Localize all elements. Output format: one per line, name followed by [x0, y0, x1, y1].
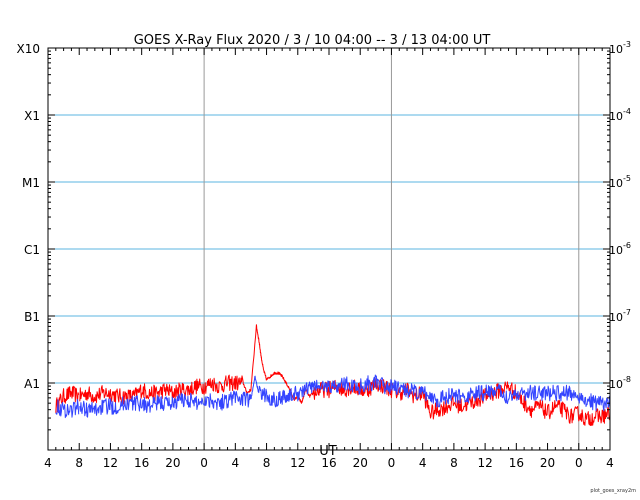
series-layer	[55, 324, 610, 426]
right-axis-label-1e-8: 10-8	[609, 375, 631, 391]
x-tick-label: 20	[540, 456, 555, 470]
right-axis-label-base: 10	[609, 311, 623, 324]
x-tick-label: 0	[200, 456, 208, 470]
right-axis-label-base: 10	[609, 244, 623, 257]
right-axis-label-exponent: -5	[623, 174, 631, 183]
right-axis-label-exponent: -6	[623, 241, 631, 250]
class-label-x1: X1	[24, 109, 40, 123]
right-axis-label-1e-7: 10-7	[609, 308, 631, 324]
right-axis-label-base: 10	[609, 177, 623, 190]
x-axis-label: UT	[319, 444, 337, 459]
class-label-b1: B1	[24, 310, 40, 324]
class-label-x10: X10	[17, 42, 41, 56]
x-tick-label: 8	[263, 456, 271, 470]
x-tick-label: 8	[75, 456, 83, 470]
x-tick-label: 16	[134, 456, 149, 470]
right-axis-label-1e-5: 10-5	[609, 174, 631, 190]
right-axis-label-exponent: -4	[623, 107, 631, 116]
right-axis-label-base: 10	[609, 378, 623, 391]
plot-footer-id: plot_goes_xray2m	[590, 488, 636, 494]
x-tick-label: 4	[419, 456, 427, 470]
x-tick-label: 8	[450, 456, 458, 470]
x-tick-label: 4	[44, 456, 52, 470]
right-axis-label-1e-6: 10-6	[609, 241, 631, 257]
x-tick-label: 4	[606, 456, 614, 470]
x-tick-label: 20	[165, 456, 180, 470]
right-axis-label-base: 10	[609, 43, 623, 56]
class-label-c1: C1	[24, 243, 40, 257]
chart-title: GOES X-Ray Flux 2020 / 3 / 10 04:00 -- 3…	[134, 33, 491, 48]
right-axis-label-exponent: -8	[623, 375, 631, 384]
x-tick-label: 12	[103, 456, 118, 470]
x-tick-label: 4	[232, 456, 240, 470]
tick-layer: X10 X1 M1 C1 B1 A1 4 8 12 16 20 0 4 8 12 16 20 0 4 8 12 16 20 0…	[17, 40, 631, 470]
x-tick-label: 0	[575, 456, 583, 470]
right-axis-label-1e-4: 10-4	[609, 107, 631, 123]
class-label-a1: A1	[24, 377, 40, 391]
x-tick-label: 20	[353, 456, 368, 470]
x-tick-label: 16	[321, 456, 336, 470]
x-tick-label: 0	[388, 456, 396, 470]
x-tick-label: 12	[290, 456, 305, 470]
class-label-m1: M1	[22, 176, 40, 190]
series-line-short	[55, 374, 610, 419]
x-tick-label: 12	[477, 456, 492, 470]
right-axis-label-base: 10	[609, 110, 623, 123]
x-tick-label: 16	[509, 456, 524, 470]
right-axis-label-exponent: -7	[623, 308, 631, 317]
right-axis-label-1e-3: 10-3	[609, 40, 631, 56]
right-axis-label-exponent: -3	[623, 40, 631, 49]
